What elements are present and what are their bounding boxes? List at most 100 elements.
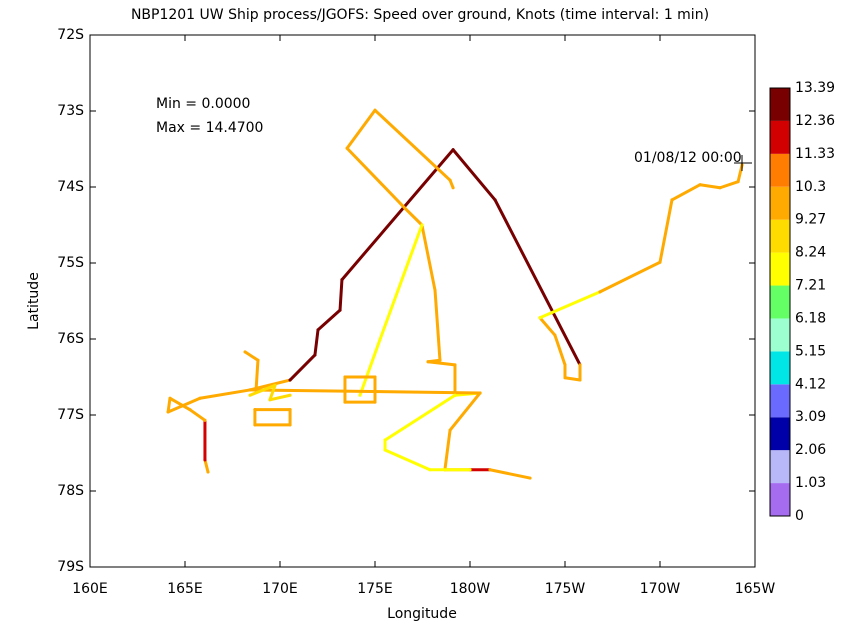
x-tick-label: 180W	[450, 581, 491, 597]
track-point	[451, 148, 455, 152]
track-point	[288, 408, 292, 412]
track-point	[383, 438, 387, 442]
track-point	[468, 468, 472, 472]
track-segment	[448, 391, 482, 432]
track-point	[563, 363, 567, 367]
track-segment	[168, 396, 192, 412]
track-segment	[198, 388, 252, 400]
max-annotation: Max = 14.4700	[156, 120, 263, 136]
track-point	[254, 388, 258, 392]
colorbar-swatch	[770, 88, 790, 121]
x-tick-label: 165E	[167, 581, 203, 597]
track-point	[453, 363, 457, 367]
track-point	[428, 468, 432, 472]
min-annotation: Min = 0.0000	[156, 96, 250, 112]
colorbar-label: 0	[795, 508, 804, 524]
track-segment	[451, 148, 497, 202]
x-axis-label: Longitude	[387, 606, 457, 622]
track-point	[188, 408, 192, 412]
track-segment	[358, 338, 382, 397]
y-tick-label: 73S	[57, 103, 84, 119]
track-segment	[288, 353, 317, 382]
track-point	[670, 198, 674, 202]
colorbar-label: 4.12	[795, 376, 826, 392]
track-segment	[166, 396, 172, 414]
track-point	[448, 428, 452, 432]
colorbar-swatch	[770, 318, 790, 352]
track-segment	[188, 408, 207, 422]
track-segment	[698, 183, 722, 190]
x-tick-label: 175W	[545, 581, 586, 597]
track-point	[248, 393, 252, 397]
track-point	[203, 418, 207, 422]
colorbar-swatch	[770, 153, 790, 187]
track-segment	[488, 468, 532, 480]
track-point	[313, 353, 317, 357]
track-segment	[658, 198, 674, 264]
track-segment	[433, 288, 442, 362]
colorbar-label: 1.03	[795, 475, 826, 491]
track-point	[168, 396, 172, 400]
track-segment	[538, 290, 602, 320]
x-tick-label: 170E	[262, 581, 298, 597]
track-point	[340, 278, 344, 282]
track-segment	[598, 260, 662, 294]
track-segment	[338, 278, 344, 312]
track-point	[358, 393, 362, 397]
track-segment	[166, 396, 202, 414]
track-point	[288, 378, 292, 382]
track-point	[403, 206, 407, 210]
colorbar-label: 5.15	[795, 343, 826, 359]
track-point	[451, 186, 455, 190]
y-tick-label: 74S	[57, 179, 84, 195]
colorbar-swatch	[770, 417, 790, 451]
colorbar-label: 2.06	[795, 442, 826, 458]
track-point	[383, 448, 387, 452]
track-point	[578, 363, 582, 367]
track-segment	[383, 393, 457, 442]
track-point	[288, 393, 292, 397]
track-point	[343, 400, 347, 404]
track-point	[373, 375, 377, 379]
colorbar-label: 12.36	[795, 113, 835, 129]
track	[166, 108, 744, 480]
track-point	[273, 383, 277, 387]
track-point	[203, 458, 207, 462]
track-segment	[248, 383, 277, 397]
colorbar-swatch	[770, 483, 790, 516]
y-tick-label: 76S	[57, 331, 84, 347]
colorbar-swatch	[770, 351, 790, 385]
track-segment	[316, 308, 342, 332]
colorbar-label: 13.39	[795, 80, 835, 96]
y-tick-label: 77S	[57, 407, 84, 423]
track-point	[253, 423, 257, 427]
colorbar-frame	[769, 87, 791, 517]
track-point	[478, 391, 482, 395]
track-segment	[243, 350, 260, 362]
colorbar-swatch	[770, 186, 790, 220]
y-axis-label: Latitude	[26, 272, 42, 330]
track-point	[493, 198, 497, 202]
track-segment	[736, 163, 744, 184]
track-segment	[345, 146, 407, 210]
track-segment	[443, 428, 452, 472]
track-point	[420, 223, 424, 227]
y-tick-label: 75S	[57, 255, 84, 271]
track-point	[433, 288, 437, 292]
track-segment	[538, 316, 557, 337]
x-tick-label: 175E	[357, 581, 393, 597]
y-tick-label: 78S	[57, 483, 84, 499]
colorbar-label: 6.18	[795, 310, 826, 326]
track-segment	[248, 388, 482, 395]
track-segment	[718, 180, 740, 190]
track-point	[343, 375, 347, 379]
track-point	[345, 146, 349, 150]
track-point	[378, 338, 382, 342]
track-point	[538, 316, 542, 320]
track-point	[448, 178, 452, 182]
track-point	[438, 358, 442, 362]
track-point	[736, 180, 740, 184]
track-point	[256, 358, 260, 362]
end-marker	[734, 155, 752, 171]
